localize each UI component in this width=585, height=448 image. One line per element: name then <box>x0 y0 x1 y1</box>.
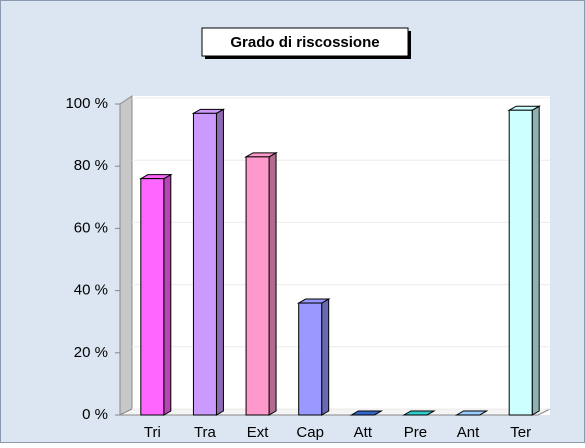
bar-side-shade <box>163 174 171 415</box>
x-tick-label: Ext <box>247 424 270 441</box>
bar <box>508 109 533 416</box>
bar-side-shade <box>532 106 540 415</box>
bar-side-shade <box>216 109 224 415</box>
x-tick-label: Ant <box>457 424 480 441</box>
x-tick-label: Tri <box>144 424 161 441</box>
x-tick-label: Ter <box>510 424 531 441</box>
bar <box>140 178 165 416</box>
y-tick-label: 20 % <box>74 344 108 361</box>
side-wall <box>119 95 133 416</box>
bar-top <box>349 410 384 416</box>
x-tick-label: Pre <box>404 424 427 441</box>
bar <box>298 302 323 416</box>
bar <box>245 156 270 416</box>
bar-top <box>454 410 489 416</box>
bar-top <box>402 410 436 416</box>
title-box <box>201 27 409 57</box>
x-tick-label: Tra <box>194 424 217 441</box>
y-tick-label: 0 % <box>82 406 108 423</box>
y-tick-label: 80 % <box>74 157 108 174</box>
y-tick-label: 60 % <box>74 219 108 236</box>
x-tick-label: Att <box>354 424 373 441</box>
y-tick-label: 40 % <box>74 282 108 299</box>
chart-title: Grado di riscossione <box>230 34 379 51</box>
bar-side-shade <box>321 299 329 415</box>
bar <box>192 112 217 416</box>
x-tick-label: Cap <box>296 424 324 441</box>
bar-side-shade <box>269 152 277 415</box>
y-tick-label: 100 % <box>65 95 108 112</box>
